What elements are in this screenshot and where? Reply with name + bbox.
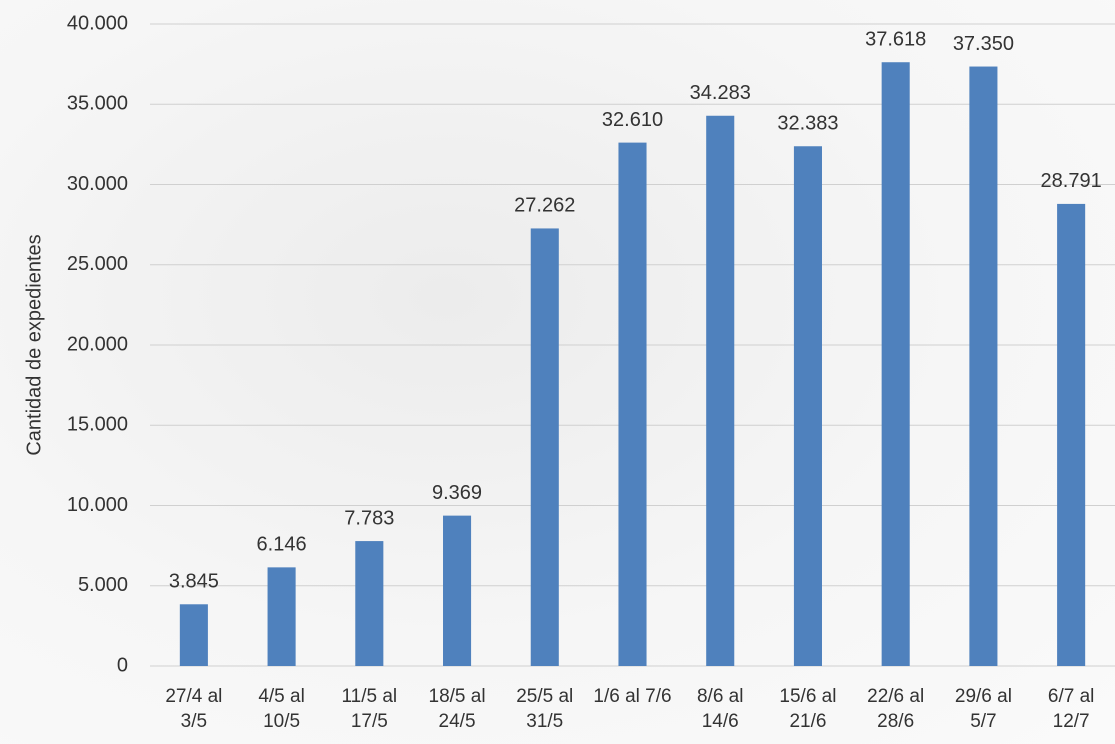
x-tick-label: 15/6 al 21/6 — [779, 686, 837, 732]
bar — [179, 604, 208, 666]
bar — [706, 115, 735, 666]
x-tick-label: 6/7 al 12/7 — [1047, 686, 1095, 732]
bar — [355, 541, 384, 666]
y-tick-label: 25.000 — [67, 253, 128, 275]
y-tick-label: 15.000 — [67, 414, 128, 436]
data-label: 7.783 — [344, 507, 394, 529]
data-label: 28.791 — [1041, 170, 1102, 192]
y-tick-label: 10.000 — [67, 494, 128, 516]
y-tick-label: 30.000 — [67, 173, 128, 195]
y-tick-label: 40.000 — [67, 12, 128, 34]
bar — [793, 146, 822, 666]
x-tick-label: 8/6 al 14/6 — [696, 686, 744, 732]
x-tick-label: 25/5 al 31/5 — [516, 686, 574, 732]
bar — [618, 142, 647, 666]
bar — [443, 515, 472, 666]
data-label: 6.146 — [257, 534, 307, 556]
bar — [1057, 203, 1086, 666]
x-tick-label: 27/4 al 3/5 — [165, 686, 223, 732]
x-tick-label: 11/5 al 17/5 — [341, 686, 398, 732]
data-label: 32.610 — [602, 109, 663, 131]
bar — [267, 567, 296, 666]
data-label: 9.369 — [432, 482, 482, 504]
y-tick-label: 35.000 — [67, 93, 128, 115]
x-tick-label: 1/6 al 7/6 — [593, 686, 672, 707]
data-label: 27.262 — [514, 195, 575, 217]
data-label: 34.283 — [690, 82, 751, 104]
data-label: 37.350 — [953, 33, 1014, 55]
x-tick-label: 29/6 al 5/7 — [954, 686, 1012, 732]
data-label: 32.383 — [777, 113, 838, 135]
data-label: 37.618 — [865, 29, 926, 51]
bar — [969, 66, 998, 667]
y-axis-title: Cantidad de expedientes — [23, 234, 45, 455]
data-label: 3.845 — [169, 571, 219, 593]
y-tick-label: 5.000 — [78, 574, 128, 596]
x-tick-label: 4/5 al 10/5 — [258, 686, 305, 732]
x-tick-label: 18/5 al 24/5 — [428, 686, 486, 732]
bar — [530, 228, 559, 667]
bar — [881, 62, 910, 667]
x-tick-label: 22/6 al 28/6 — [867, 686, 925, 732]
y-tick-label: 20.000 — [67, 333, 128, 355]
y-tick-label: 0 — [117, 654, 128, 676]
